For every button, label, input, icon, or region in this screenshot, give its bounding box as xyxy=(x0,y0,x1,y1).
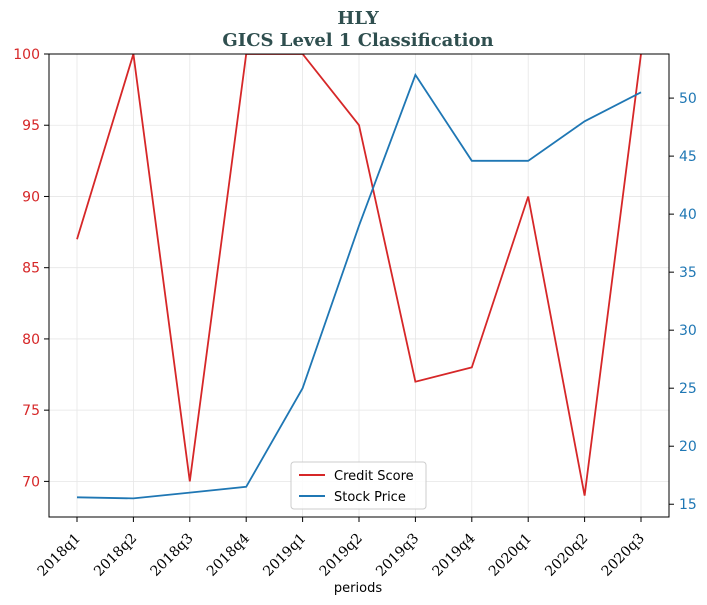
y-left-tick-label: 85 xyxy=(22,261,40,277)
x-tick-label: 2018q1 xyxy=(35,531,84,580)
x-tick-label: 2019q2 xyxy=(317,531,366,580)
y-right-tick-label: 35 xyxy=(679,265,697,281)
x-tick-label: 2020q3 xyxy=(599,531,648,580)
series-line-credit-score xyxy=(76,54,642,496)
x-tick-label: 2019q1 xyxy=(260,531,309,580)
legend-box xyxy=(290,461,427,510)
x-tick-label: 2018q2 xyxy=(91,531,140,580)
x-tick-label: 2020q2 xyxy=(542,531,591,580)
x-tick-label: 2018q3 xyxy=(147,531,196,580)
series-group xyxy=(76,54,642,500)
x-tick-label: 2019q3 xyxy=(373,531,422,580)
legend-label: Stock Price xyxy=(334,490,406,505)
series-line-stock-price xyxy=(76,72,642,500)
y-right-tick-label: 45 xyxy=(679,149,697,165)
legend-label: Credit Score xyxy=(334,469,414,484)
y-right-tick-label: 15 xyxy=(679,497,697,513)
y-right-tick-label: 25 xyxy=(679,381,697,397)
y-right-tick-label: 50 xyxy=(679,91,697,107)
y-left-tick-label: 100 xyxy=(13,47,40,63)
legend: Credit Score Stock Price xyxy=(290,461,427,510)
x-tick-label: 2018q4 xyxy=(204,530,253,579)
x-axis-label: periods xyxy=(334,581,382,596)
chart-title: HLY xyxy=(337,8,380,29)
x-tick-label: 2020q1 xyxy=(486,531,535,580)
y-left-tick-label: 75 xyxy=(22,403,40,419)
y-right-tick-label: 40 xyxy=(679,207,697,223)
y-left-tick-label: 95 xyxy=(22,118,40,134)
y-left-tick-label: 80 xyxy=(22,332,40,348)
y-left-tick-label: 70 xyxy=(22,474,40,490)
y-right-tick-label: 30 xyxy=(679,323,697,339)
chart-subtitle: GICS Level 1 Classification xyxy=(222,30,493,51)
x-tick-label: 2019q4 xyxy=(429,530,478,579)
y-left-tick-label: 90 xyxy=(22,189,40,205)
y-right-tick-label: 20 xyxy=(679,439,697,455)
